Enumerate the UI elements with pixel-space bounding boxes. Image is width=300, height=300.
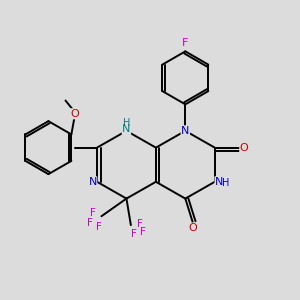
Text: O: O (70, 109, 79, 119)
Text: F: F (182, 38, 188, 47)
Text: F: F (90, 208, 95, 218)
Text: F: F (131, 229, 137, 239)
Text: N: N (122, 124, 130, 134)
Text: N: N (215, 177, 224, 187)
Text: O: O (188, 223, 197, 233)
Text: F: F (87, 218, 93, 228)
Text: O: O (240, 142, 249, 153)
Text: N: N (88, 177, 97, 187)
Text: N: N (181, 126, 190, 136)
Text: F: F (137, 219, 142, 229)
Text: F: F (96, 222, 102, 233)
Text: F: F (140, 227, 146, 237)
Text: H: H (123, 118, 131, 128)
Text: H: H (222, 178, 230, 188)
